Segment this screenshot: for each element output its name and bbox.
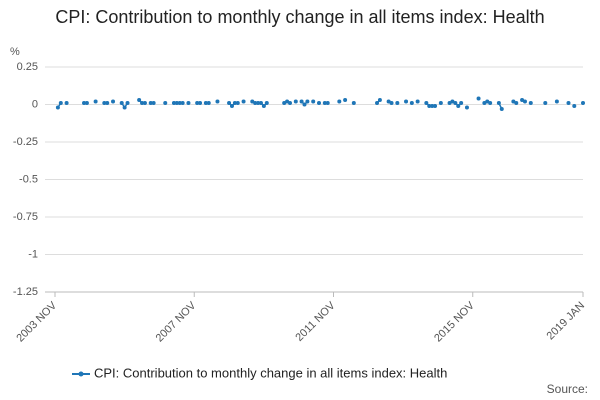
data-point <box>554 99 559 104</box>
data-point <box>82 101 87 105</box>
data-point <box>424 101 429 105</box>
data-point <box>543 101 548 105</box>
data-point <box>148 101 153 105</box>
data-point <box>180 101 185 105</box>
data-point <box>488 101 493 105</box>
x-tick-label: 2007 NOV <box>154 299 199 344</box>
data-point <box>514 101 519 105</box>
data-point <box>64 101 69 105</box>
data-point <box>229 104 234 108</box>
y-tick-label: -0.25 <box>13 136 38 148</box>
data-point <box>499 107 504 111</box>
data-point <box>142 101 147 105</box>
data-point <box>177 101 182 105</box>
data-point <box>299 99 304 104</box>
data-point <box>415 99 420 104</box>
x-tick-label: 2003 NOV <box>14 299 59 344</box>
data-point <box>215 99 220 104</box>
data-point <box>55 105 60 110</box>
data-point <box>137 98 142 102</box>
data-point <box>581 101 585 105</box>
legend-label: CPI: Contribution to monthly change in a… <box>94 365 447 380</box>
data-point <box>522 99 527 104</box>
data-point <box>105 101 110 105</box>
y-tick-label: 0.25 <box>17 61 38 73</box>
data-point <box>404 99 409 104</box>
data-point <box>464 105 469 110</box>
y-tick-label: -1 <box>28 248 38 260</box>
data-point <box>305 99 310 104</box>
data-point <box>253 101 258 105</box>
data-point <box>258 101 263 105</box>
data-point <box>203 101 208 105</box>
y-axis-label: % <box>10 46 20 58</box>
data-point <box>206 101 211 105</box>
data-point <box>232 101 237 105</box>
data-point <box>325 101 330 105</box>
data-point <box>58 101 63 105</box>
data-point <box>476 96 481 101</box>
data-point <box>256 101 261 105</box>
data-point <box>343 98 348 102</box>
data-point <box>456 104 461 108</box>
x-tick-label: 2019 JAN <box>545 300 588 343</box>
data-point <box>264 101 269 105</box>
data-point <box>93 99 98 104</box>
data-point <box>198 101 203 105</box>
data-point <box>111 99 116 104</box>
y-tick-label: -1.25 <box>13 286 38 298</box>
data-point <box>389 101 394 105</box>
data-point <box>171 101 176 105</box>
data-point <box>186 101 191 105</box>
data-point <box>122 105 127 110</box>
data-point <box>163 101 168 105</box>
data-point <box>566 101 571 105</box>
data-point <box>317 101 321 105</box>
data-point <box>241 99 246 104</box>
data-point <box>102 101 107 105</box>
data-point <box>427 104 432 108</box>
data-point <box>409 101 414 105</box>
data-point <box>430 104 435 108</box>
data-point <box>235 101 240 105</box>
data-point <box>125 101 130 105</box>
data-point <box>140 101 145 105</box>
y-tick-label: -0.75 <box>13 211 38 223</box>
data-point <box>311 99 316 104</box>
data-point <box>337 99 342 104</box>
data-point <box>496 101 501 105</box>
data-point <box>119 101 124 105</box>
data-point <box>351 101 356 105</box>
data-point <box>151 101 156 105</box>
data-point <box>438 101 443 105</box>
y-tick-label: -0.5 <box>19 173 38 185</box>
data-point <box>302 102 307 107</box>
data-point <box>572 104 577 108</box>
source: Source: <box>547 382 588 396</box>
legend-marker <box>78 371 84 377</box>
data-point <box>174 101 179 105</box>
data-point <box>287 101 292 105</box>
y-tick-label: 0 <box>32 98 38 110</box>
data-point <box>195 101 200 105</box>
data-point <box>84 101 89 105</box>
data-point <box>293 99 298 104</box>
data-point <box>322 101 327 105</box>
data-point <box>433 104 438 108</box>
data-point <box>453 101 458 105</box>
data-point <box>377 98 382 102</box>
x-tick-label: 2011 NOV <box>293 299 338 344</box>
data-point <box>459 101 464 105</box>
x-tick-label: 2015 NOV <box>432 299 477 344</box>
data-point <box>261 104 266 108</box>
data-point <box>395 101 400 105</box>
data-point <box>528 101 533 105</box>
data-point <box>227 101 232 105</box>
data-point <box>375 101 380 105</box>
chart-title: CPI: Contribution to monthly change in a… <box>55 7 545 27</box>
